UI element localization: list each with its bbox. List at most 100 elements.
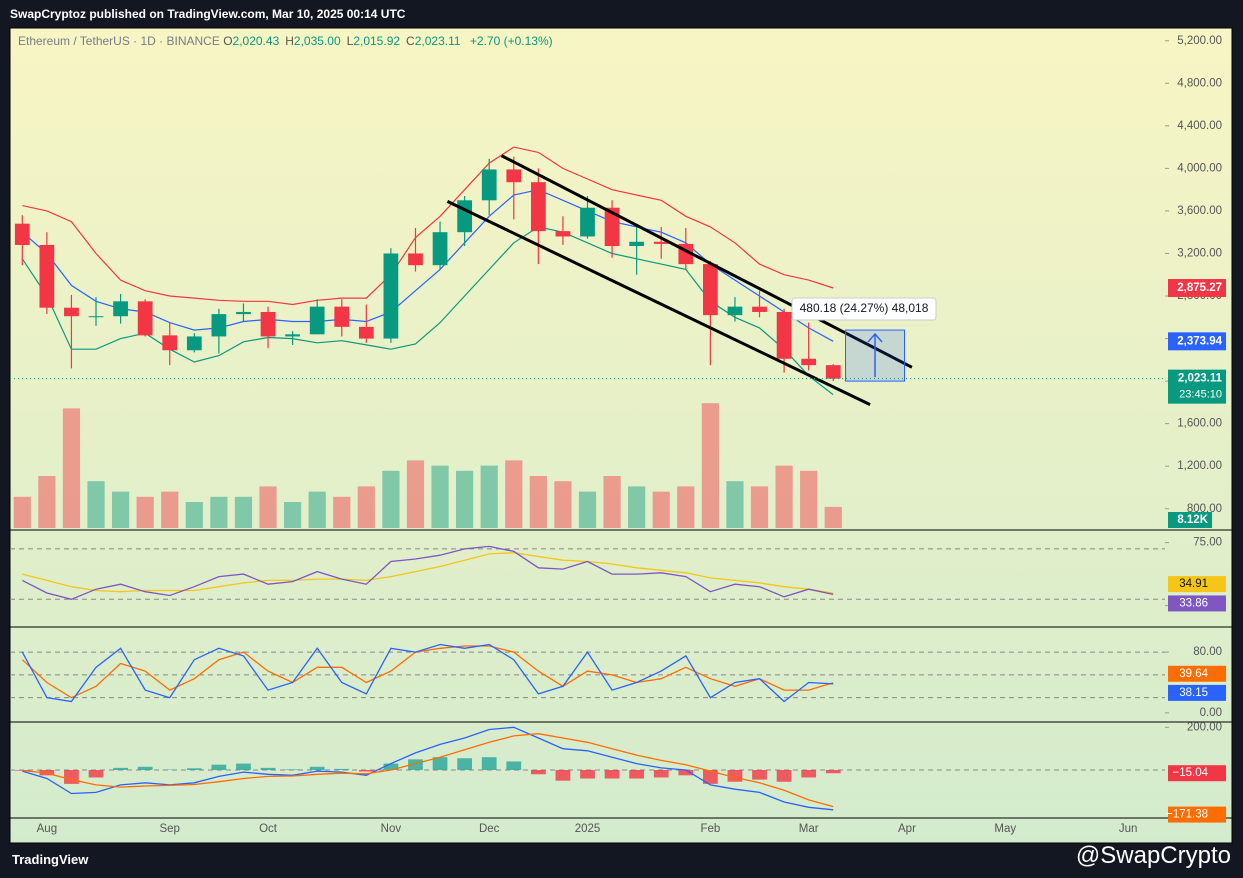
y-tick-label: 3,600.00 [1177, 205, 1222, 217]
countdown: 23:45:10 [1179, 389, 1222, 401]
volume-bar [456, 470, 474, 528]
price-label-bg [1168, 279, 1226, 298]
volume-bar [234, 496, 253, 528]
volume-bar [259, 486, 277, 528]
ohlc-key: O [223, 34, 233, 48]
volume-bar [529, 476, 547, 528]
x-tick-label: Feb [700, 823, 720, 835]
x-tick-label: Oct [259, 823, 278, 835]
price-label-bg [1168, 369, 1226, 388]
volume-bar [38, 476, 56, 528]
candle-body [506, 169, 522, 183]
y-tick-label: 80.00 [1193, 646, 1222, 658]
histogram-bar [825, 770, 841, 774]
x-tick-label: May [994, 823, 1016, 835]
indicator-line [22, 545, 834, 600]
histogram-bar [260, 767, 276, 770]
histogram-bar [383, 763, 399, 770]
ohlc-key: L [346, 34, 354, 48]
volume-bar [431, 465, 449, 528]
candle-body [211, 314, 227, 337]
y-tick-label: 200.00 [1187, 721, 1222, 733]
ohlc-value: 2,020.43 [232, 34, 280, 48]
candle-body [113, 301, 128, 317]
histogram-bar [113, 767, 128, 770]
histogram-bar [334, 768, 350, 770]
histogram-bar [457, 758, 472, 770]
candle-body [383, 253, 399, 339]
y-tick-label: 4,000.00 [1177, 162, 1222, 174]
price-label: 2,373.94 [1177, 335, 1222, 347]
value-label-bg [1168, 684, 1226, 701]
price-label-bg [1168, 332, 1226, 351]
chart-area [9, 27, 1233, 844]
x-tick-label: Apr [898, 823, 916, 835]
value-label: 39.64 [1179, 668, 1208, 680]
indicator-line [22, 726, 834, 811]
change: +2.70 (+0.13%) [469, 34, 553, 48]
y-tick-label: 1,200.00 [1177, 460, 1222, 472]
candle-body [162, 335, 178, 351]
histogram-bar [604, 770, 620, 779]
volume-bar [750, 486, 769, 528]
author: @SwapCrypto [1075, 842, 1231, 869]
ohlc-key: C [406, 34, 415, 48]
candle-body [309, 306, 325, 335]
position-label-bg [791, 297, 937, 321]
candle-body [358, 326, 374, 339]
ohlc-value: 2,035.00 [293, 34, 341, 48]
countdown-bg [1168, 387, 1226, 402]
volume-bar [652, 491, 670, 528]
candle-body [825, 365, 841, 379]
candle-body [432, 232, 448, 266]
histogram-bar [64, 770, 79, 784]
volume-bar [800, 470, 818, 528]
bollinger-lower [21, 226, 834, 396]
value-label-bg [1168, 595, 1226, 612]
volume-bar [284, 502, 302, 528]
candle-body [457, 200, 472, 233]
ohlc-value: 2,015.92 [353, 34, 401, 48]
value-label-bg [1168, 806, 1226, 823]
channel-line [500, 154, 913, 369]
volume-bar [701, 403, 719, 528]
value-label: −15.04 [1173, 767, 1209, 779]
x-tick-label: Sep [159, 823, 179, 835]
indicator-line [21, 643, 834, 703]
candle-body [14, 223, 30, 245]
position-label: 480.18 (24.27%) 48,018 [800, 301, 929, 315]
volume-bar [87, 481, 105, 528]
y-tick-label: 0.00 [1200, 707, 1222, 719]
x-tick-label: 2025 [575, 823, 601, 835]
candle-body [629, 241, 645, 247]
candle-body [530, 182, 546, 232]
histogram-bar [481, 757, 497, 770]
volume-bar [406, 460, 425, 528]
candle-body [88, 316, 104, 318]
publisher-line: SwapCryptoz published on TradingView.com… [10, 7, 406, 21]
y-tick-label: 4,400.00 [1177, 120, 1222, 132]
volume-bar [554, 481, 572, 528]
x-tick-label: Jun [1119, 823, 1138, 835]
histogram-bar [14, 770, 30, 771]
symbol-legend: Ethereum / TetherUS · 1D · BINANCE O2,02… [18, 34, 559, 48]
volume-bar [726, 481, 744, 528]
volume-bar [185, 502, 203, 528]
candle-body [752, 306, 767, 312]
histogram-bar [137, 766, 153, 770]
candle-body [186, 336, 202, 351]
volume-bar [308, 491, 326, 528]
volume-bar [161, 491, 179, 528]
histogram-bar [801, 770, 817, 778]
value-label-bg [1168, 576, 1226, 593]
candle-body [137, 301, 153, 336]
histogram-bar [211, 764, 227, 770]
y-tick-label: 3,200.00 [1177, 248, 1222, 260]
volume-bar [111, 491, 130, 528]
candle-body [408, 253, 423, 266]
bollinger-basis [21, 189, 834, 342]
candle-body [801, 358, 817, 366]
volume-bar [578, 491, 597, 528]
channel-line [446, 200, 871, 406]
